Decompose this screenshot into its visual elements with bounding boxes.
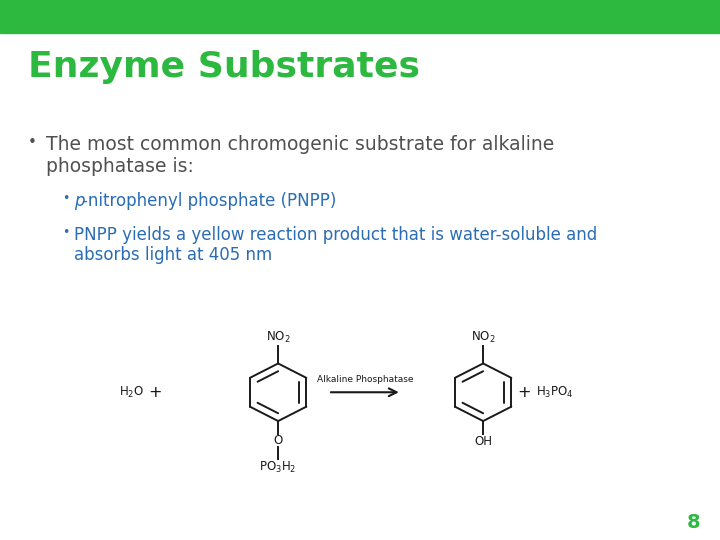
Text: •: •	[62, 192, 69, 205]
Bar	[0, 0, 720, 33]
Text: +: +	[518, 385, 531, 400]
Text: absorbs light at 405 nm: absorbs light at 405 nm	[74, 246, 272, 264]
Text: H$_3$PO$_4$: H$_3$PO$_4$	[536, 384, 573, 400]
Text: p: p	[74, 192, 84, 210]
Text: The most common chromogenic substrate for alkaline: The most common chromogenic substrate fo…	[46, 135, 554, 154]
Text: Alkaline Phosphatase: Alkaline Phosphatase	[317, 375, 413, 384]
Text: H$_2$O: H$_2$O	[119, 384, 144, 400]
Text: NO$_2$: NO$_2$	[471, 330, 495, 345]
Text: +: +	[148, 385, 161, 400]
Text: 8: 8	[686, 513, 700, 532]
Text: Enzyme Substrates: Enzyme Substrates	[28, 50, 420, 84]
Text: PNPP yields a yellow reaction product that is water-soluble and: PNPP yields a yellow reaction product th…	[74, 226, 598, 244]
Text: -nitrophenyl phosphate (PNPP): -nitrophenyl phosphate (PNPP)	[82, 192, 336, 210]
Text: phosphatase is:: phosphatase is:	[46, 157, 194, 176]
Text: •: •	[28, 135, 37, 150]
Text: OH: OH	[474, 435, 492, 448]
Text: •: •	[62, 226, 69, 239]
Text: NO$_2$: NO$_2$	[266, 330, 290, 345]
Text: O: O	[274, 434, 283, 447]
Text: PO$_3$H$_2$: PO$_3$H$_2$	[259, 460, 297, 475]
